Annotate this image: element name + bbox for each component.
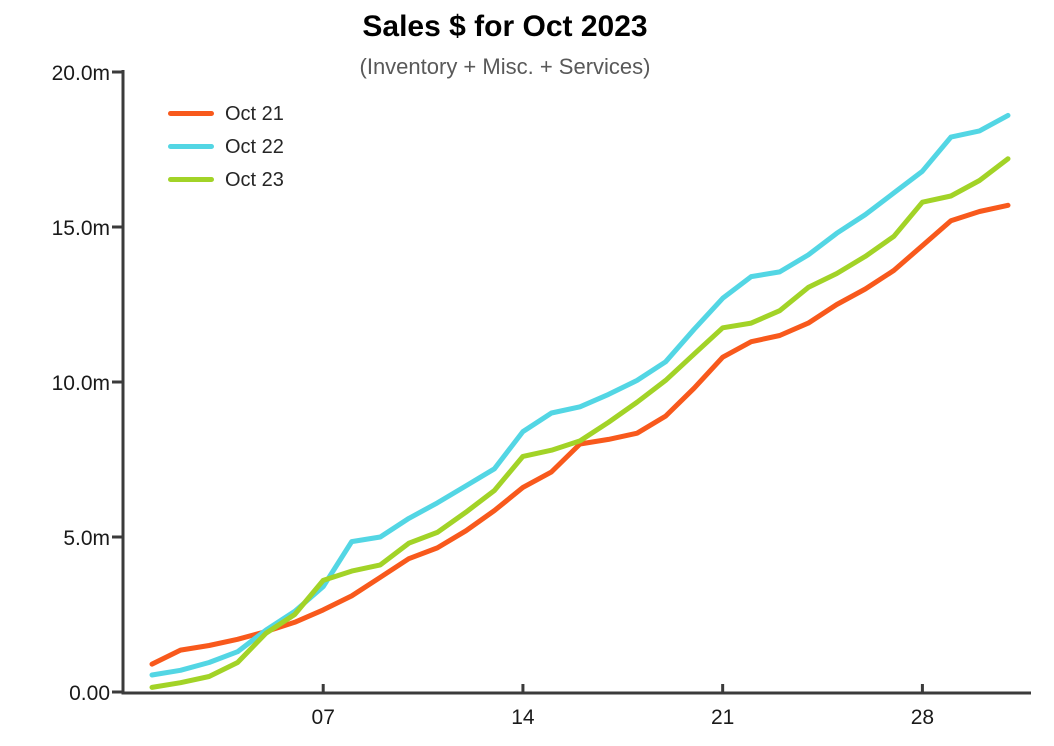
series-line-oct-22 (149, 112, 1011, 678)
x-axis-tick-label: 07 (312, 706, 335, 729)
chart-subtitle: (Inventory + Misc. + Services) (359, 54, 651, 79)
x-axis-tick-label: 21 (711, 706, 734, 729)
legend-item-oct-22[interactable]: Oct 22 (168, 130, 284, 163)
y-axis-tick-label: 0.00 (69, 682, 110, 705)
y-axis-tick-label: 20.0m (52, 62, 110, 85)
legend-label-oct-22: Oct 22 (225, 135, 284, 158)
series-line-oct-23 (149, 156, 1011, 690)
legend-swatch-oct-22 (168, 144, 214, 149)
legend-swatch-oct-21 (168, 111, 214, 116)
chart-title: Sales $ for Oct 2023 (362, 10, 648, 43)
legend-label-oct-23: Oct 23 (225, 168, 284, 191)
legend: Oct 21 Oct 22 Oct 23 (168, 97, 284, 196)
x-axis-tick-label: 14 (511, 706, 535, 729)
x-axis-tick-label: 28 (911, 706, 934, 729)
y-axis-tick-label: 15.0m (52, 217, 110, 240)
legend-label-oct-21: Oct 21 (225, 102, 284, 125)
legend-item-oct-23[interactable]: Oct 23 (168, 163, 284, 196)
series-line-oct-21 (149, 202, 1011, 667)
legend-item-oct-21[interactable]: Oct 21 (168, 97, 284, 130)
legend-swatch-oct-23 (168, 177, 214, 182)
y-axis-tick-label: 5.0m (63, 527, 110, 550)
y-axis-tick-label: 10.0m (52, 372, 110, 395)
